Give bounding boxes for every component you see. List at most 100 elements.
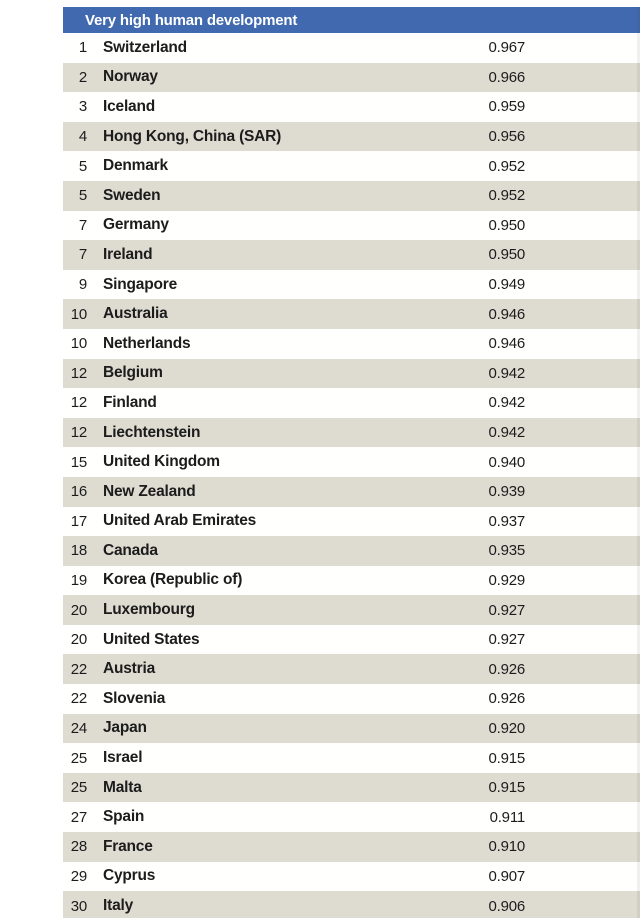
country-cell: Netherlands [103,334,191,352]
country-cell: Sweden [103,186,161,204]
rank-cell: 10 [70,305,87,323]
hdi-value-cell: 0.920 [488,719,525,737]
table-row: 20 Luxembourg 0.927 [63,595,640,625]
hdi-value-cell: 0.926 [488,660,525,678]
table-row: 2 Norway 0.966 [63,62,640,93]
rank-cell: 4 [78,128,87,146]
section-header: Very high human development [63,7,640,33]
hdi-value-cell: 0.939 [488,483,525,501]
rank-cell: 12 [70,394,87,412]
table-row: 16 New Zealand 0.939 [63,476,640,507]
hdi-value-cell: 0.946 [488,335,525,353]
hdi-value-cell: 0.950 [488,246,525,264]
hdi-value-cell: 0.942 [488,424,525,442]
rank-cell: 9 [78,276,87,294]
rank-cell: 25 [70,779,87,797]
country-cell: Cyprus [103,867,156,885]
rank-cell: 18 [70,542,87,560]
country-cell: Malta [103,778,142,796]
table-row: 20 United States 0.927 [63,624,640,655]
country-cell: United States [103,630,200,648]
table-row: 15 United Kingdom 0.940 [63,447,640,477]
rank-cell: 5 [78,157,87,175]
table-row: 22 Austria 0.926 [63,654,640,685]
country-cell: Germany [103,216,169,234]
table-row: 12 Liechtenstein 0.942 [63,417,640,448]
country-cell: Israel [103,749,143,767]
section-title: Very high human development [85,11,298,29]
country-cell: Finland [103,393,157,411]
table-row: 5 Sweden 0.952 [63,180,640,211]
rank-cell: 7 [78,216,87,234]
rank-cell: 22 [70,660,87,678]
country-cell: Ireland [103,245,153,263]
country-cell: Belgium [103,364,163,382]
rank-cell: 16 [70,483,87,501]
country-cell: United Arab Emirates [103,512,257,530]
rank-cell: 7 [78,246,87,264]
hdi-value-cell: 0.906 [488,897,525,915]
rank-cell: 12 [70,364,87,382]
table-row: 17 United Arab Emirates 0.937 [63,506,640,537]
rank-cell: 24 [70,719,87,737]
rank-cell: 3 [78,98,87,116]
table-row: 27 Spain 0.911 [63,802,640,833]
country-cell: Luxembourg [103,601,195,619]
country-cell: Singapore [103,275,177,293]
table-body: 1 Switzerland 0.967 2 Norway 0.966 3 Ice… [63,33,640,918]
table-row: 12 Belgium 0.942 [63,358,640,389]
rank-cell: 5 [78,187,87,205]
table-row: 9 Singapore 0.949 [63,269,640,300]
hdi-value-cell: 0.927 [488,601,525,619]
country-cell: New Zealand [103,482,196,500]
table-row: 24 Japan 0.920 [63,713,640,744]
hdi-value-cell: 0.942 [488,364,525,382]
hdi-ranking-table: Very high human development 1 Switzerlan… [63,7,640,918]
table-row: 1 Switzerland 0.967 [63,33,640,63]
table-row: 7 Germany 0.950 [63,210,640,241]
rank-cell: 22 [70,690,87,708]
hdi-value-cell: 0.937 [488,512,525,530]
country-cell: Japan [103,719,147,737]
hdi-value-cell: 0.952 [488,187,525,205]
rank-cell: 29 [70,867,87,885]
rank-cell: 19 [70,571,87,589]
country-cell: Slovenia [103,689,166,707]
hdi-value-cell: 0.942 [488,394,525,412]
hdi-value-cell: 0.950 [488,216,525,234]
hdi-value-cell: 0.946 [488,305,525,323]
hdi-value-cell: 0.959 [488,98,525,116]
table-row: 5 Denmark 0.952 [63,151,640,181]
hdi-value-cell: 0.915 [488,779,525,797]
country-cell: France [103,837,153,855]
country-cell: Italy [103,897,134,915]
hdi-value-cell: 0.940 [488,453,525,471]
table-row: 3 Iceland 0.959 [63,92,640,122]
hdi-value-cell: 0.910 [488,838,525,856]
table-row: 22 Slovenia 0.926 [63,684,640,714]
rank-cell: 10 [70,335,87,353]
hdi-value-cell: 0.907 [488,867,525,885]
rank-cell: 25 [70,749,87,767]
hdi-value-cell: 0.929 [488,571,525,589]
country-cell: Liechtenstein [103,423,201,441]
rank-cell: 12 [70,424,87,442]
country-cell: Norway [103,68,158,86]
hdi-value-cell: 0.935 [488,542,525,560]
rank-cell: 2 [78,68,87,86]
table-row: 28 France 0.910 [63,832,640,862]
hdi-value-cell: 0.952 [488,157,525,175]
country-cell: Switzerland [103,38,187,56]
hdi-value-cell: 0.915 [488,749,525,767]
country-cell: Spain [103,808,145,826]
table-row: 25 Malta 0.915 [63,772,640,803]
table-row: 30 Italy 0.906 [63,891,640,918]
table-row: 10 Netherlands 0.946 [63,328,640,359]
rank-cell: 1 [78,39,87,57]
country-cell: Canada [103,541,158,559]
hdi-value-cell: 0.911 [489,808,526,826]
rank-cell: 20 [70,601,87,619]
rank-cell: 15 [70,453,87,471]
rank-cell: 30 [70,897,87,915]
